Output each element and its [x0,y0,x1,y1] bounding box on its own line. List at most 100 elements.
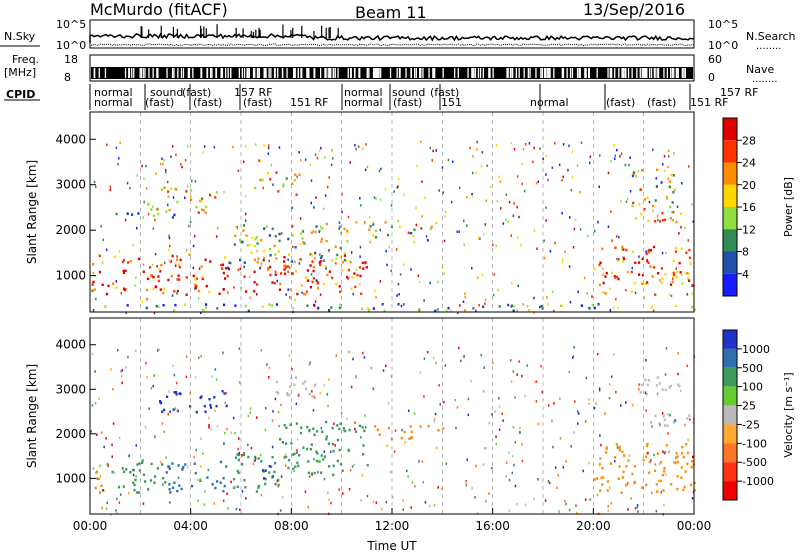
power-cell [271,304,274,307]
power-cell [330,306,333,309]
velocity-scatter-cell [128,454,130,458]
velocity-scatter-cell [291,368,293,371]
power-scatter-cell [513,148,516,151]
velocity-colorbar-swatch [723,424,737,444]
power-scatter-cell [417,274,420,278]
freq-gap [506,68,508,78]
velocity-cell [287,458,291,462]
velocity-scatter-cell [434,417,436,420]
velocity-colorbar-tick-label: -25 [742,418,760,431]
velocity-scatter-cell [313,384,316,388]
velocity-cell [363,429,366,433]
velocity-cell [168,488,171,491]
velocity-cell [676,455,679,458]
power-cell [650,306,653,309]
power-scatter-cell [262,186,264,190]
freq-gap [670,68,672,78]
freq-gap [579,68,581,78]
power-cell [317,306,320,310]
velocity-cell [225,465,228,468]
power-scatter-cell [301,291,303,295]
velocity-scatter-cell [199,478,201,481]
velocity-scatter-cell [438,384,440,387]
power-cell [482,305,485,309]
power-scatter-cell [194,287,196,290]
power-scatter-cell [526,304,529,308]
velocity-cell [613,456,617,459]
power-cell [104,305,107,308]
velocity-scatter-cell [225,391,227,395]
power-scatter-cell [379,228,381,232]
power-y-tick-label: 4000 [55,132,86,146]
velocity-scatter-cell [562,466,564,469]
velocity-scatter-cell [609,486,611,489]
power-cell [316,286,320,290]
power-cell [306,304,309,307]
power-cell [256,242,259,245]
velocity-scatter-cell [232,416,235,420]
power-cell [309,253,312,256]
power-cell [613,275,616,278]
power-scatter-cell [323,156,326,159]
power-cell [346,240,349,243]
freq-gap [472,68,474,78]
power-scatter-cell [332,157,334,160]
velocity-cell [274,462,277,465]
velocity-cell [177,464,180,467]
freq-gap [479,68,482,78]
velocity-scatter-cell [437,486,439,489]
velocity-cell [219,460,223,464]
power-scatter-cell [499,180,502,183]
velocity-cell [639,391,642,394]
velocity-scatter-cell [686,364,689,368]
power-cell [591,303,594,307]
velocity-cell [625,484,628,487]
power-scatter-cell [318,230,320,234]
velocity-cell [313,433,316,437]
freq-gap [329,68,332,78]
velocity-scatter-cell [222,499,225,502]
velocity-cell [293,383,296,386]
cpid-row2-label: (fast) [606,96,635,109]
power-scatter-cell [91,289,93,292]
velocity-scatter-cell [102,489,104,492]
power-cell [387,233,390,237]
power-scatter-cell [463,243,465,246]
power-cell [168,259,171,262]
power-scatter-cell [483,232,485,236]
power-cell [322,282,326,286]
velocity-scatter-cell [465,483,468,487]
power-scatter-cell [244,195,247,198]
power-scatter-cell [354,143,356,147]
velocity-cell [676,460,679,464]
power-cell [176,289,179,293]
freq-gap [433,68,435,78]
velocity-scatter-cell [588,402,590,405]
power-cell [267,268,270,271]
power-scatter-cell [561,260,564,264]
velocity-cell [605,451,608,454]
freq-gap [618,68,620,78]
velocity-scatter-cell [135,444,137,447]
velocity-cell [332,473,335,477]
date-label: 13/Sep/2016 [583,0,685,19]
velocity-scatter-cell [501,412,503,416]
velocity-scatter-cell [628,454,631,457]
power-scatter-cell [341,210,343,214]
velocity-scatter-cell [268,376,270,379]
power-cell [672,191,675,194]
power-cell [226,291,230,294]
power-scatter-cell [339,225,341,228]
power-scatter-cell [521,163,524,166]
velocity-cell [302,382,305,385]
power-cell [242,229,245,232]
power-cell [663,218,667,222]
velocity-cell [688,414,691,417]
power-cell [645,252,648,255]
velocity-scatter-cell [559,437,562,440]
velocity-scatter-cell [607,509,610,513]
power-cell [282,184,285,188]
velocity-scatter-cell [94,402,97,405]
power-scatter-cell [384,188,387,191]
